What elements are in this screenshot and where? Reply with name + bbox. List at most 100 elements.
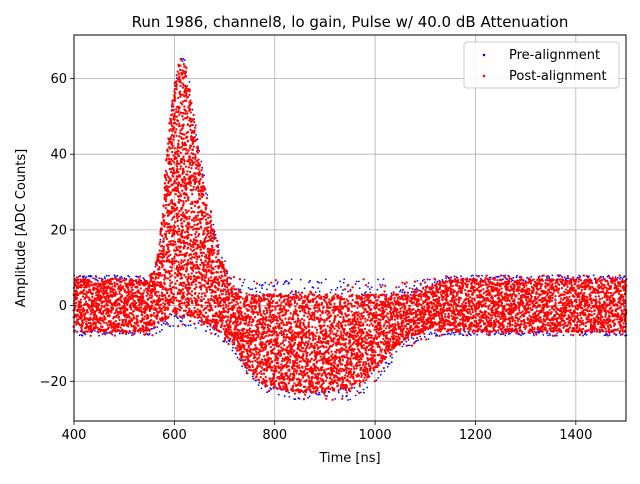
data-point-pre-alignment — [549, 334, 551, 336]
data-point-post-alignment — [239, 278, 241, 280]
data-point-post-alignment — [142, 331, 144, 333]
data-point-post-alignment — [197, 218, 199, 220]
data-point-post-alignment — [271, 341, 273, 343]
data-point-post-alignment — [79, 275, 81, 277]
data-point-post-alignment — [189, 89, 191, 91]
data-point-pre-alignment — [383, 278, 385, 280]
data-point-pre-alignment — [330, 292, 332, 294]
data-point-post-alignment — [159, 231, 161, 233]
data-point-post-alignment — [165, 198, 167, 200]
data-point-post-alignment — [142, 327, 144, 329]
data-point-pre-alignment — [241, 365, 243, 367]
data-point-post-alignment — [189, 287, 191, 289]
data-point-post-alignment — [80, 305, 82, 307]
data-point-post-alignment — [288, 365, 290, 367]
data-point-post-alignment — [155, 276, 157, 278]
data-point-post-alignment — [76, 276, 78, 278]
data-point-post-alignment — [253, 353, 255, 355]
data-point-pre-alignment — [542, 334, 544, 336]
data-point-post-alignment — [209, 289, 211, 291]
data-point-post-alignment — [126, 304, 128, 306]
data-point-pre-alignment — [364, 382, 366, 384]
data-point-post-alignment — [229, 321, 231, 323]
data-point-pre-alignment — [318, 392, 320, 394]
data-point-post-alignment — [185, 100, 187, 102]
data-point-post-alignment — [185, 87, 187, 89]
data-point-post-alignment — [190, 234, 192, 236]
data-point-post-alignment — [240, 321, 242, 323]
data-point-pre-alignment — [396, 351, 398, 353]
data-point-pre-alignment — [444, 334, 446, 336]
data-point-post-alignment — [183, 138, 185, 140]
data-point-post-alignment — [254, 344, 256, 346]
data-point-post-alignment — [280, 388, 282, 390]
data-point-post-alignment — [192, 228, 194, 230]
data-point-pre-alignment — [335, 289, 337, 291]
data-point-post-alignment — [282, 342, 284, 344]
data-point-post-alignment — [186, 306, 188, 308]
data-point-post-alignment — [153, 271, 155, 273]
data-point-pre-alignment — [552, 275, 554, 277]
data-point-post-alignment — [169, 192, 171, 194]
data-point-pre-alignment — [454, 334, 456, 336]
data-point-post-alignment — [266, 310, 268, 312]
data-point-post-alignment — [193, 145, 195, 147]
data-point-pre-alignment — [129, 276, 131, 278]
data-point-post-alignment — [183, 292, 185, 294]
data-point-post-alignment — [225, 315, 227, 317]
data-point-post-alignment — [142, 296, 144, 298]
data-point-post-alignment — [265, 335, 267, 337]
data-point-post-alignment — [185, 284, 187, 286]
data-point-post-alignment — [100, 319, 102, 321]
data-point-post-alignment — [235, 301, 237, 303]
data-point-pre-alignment — [356, 281, 358, 283]
data-point-post-alignment — [171, 274, 173, 276]
data-point-post-alignment — [121, 329, 123, 331]
data-point-post-alignment — [128, 316, 130, 318]
data-point-post-alignment — [139, 275, 141, 277]
data-point-post-alignment — [287, 309, 289, 311]
data-point-post-alignment — [196, 258, 198, 260]
data-point-post-alignment — [107, 308, 109, 310]
data-point-post-alignment — [226, 278, 228, 280]
data-point-pre-alignment — [413, 285, 415, 287]
data-point-pre-alignment — [294, 398, 296, 400]
data-point-post-alignment — [275, 331, 277, 333]
data-point-post-alignment — [222, 293, 224, 295]
data-point-post-alignment — [251, 361, 253, 363]
data-point-post-alignment — [177, 144, 179, 146]
data-point-post-alignment — [223, 307, 225, 309]
data-point-pre-alignment — [512, 277, 514, 279]
data-point-post-alignment — [174, 241, 176, 243]
data-point-pre-alignment — [494, 333, 496, 335]
data-point-post-alignment — [266, 380, 268, 382]
data-point-post-alignment — [193, 323, 195, 325]
data-point-post-alignment — [253, 373, 255, 375]
data-point-post-alignment — [218, 294, 220, 296]
data-point-post-alignment — [204, 215, 206, 217]
data-point-post-alignment — [187, 273, 189, 275]
data-point-post-alignment — [121, 312, 123, 314]
data-point-post-alignment — [216, 240, 218, 242]
data-point-post-alignment — [173, 256, 175, 258]
data-point-post-alignment — [262, 349, 264, 351]
data-point-post-alignment — [179, 292, 181, 294]
data-point-pre-alignment — [379, 284, 381, 286]
data-point-post-alignment — [283, 353, 285, 355]
data-point-post-alignment — [190, 182, 192, 184]
data-point-post-alignment — [196, 239, 198, 241]
data-point-post-alignment — [182, 268, 184, 270]
data-point-pre-alignment — [504, 335, 506, 337]
data-point-post-alignment — [163, 205, 165, 207]
data-point-post-alignment — [180, 273, 182, 275]
data-point-post-alignment — [268, 390, 270, 392]
data-point-post-alignment — [178, 75, 180, 77]
data-point-pre-alignment — [451, 332, 453, 334]
data-point-post-alignment — [289, 359, 291, 361]
data-point-pre-alignment — [127, 275, 129, 277]
data-point-pre-alignment — [471, 275, 473, 277]
data-point-pre-alignment — [481, 275, 483, 277]
data-point-post-alignment — [248, 309, 250, 311]
data-point-post-alignment — [263, 294, 265, 296]
data-point-pre-alignment — [292, 294, 294, 296]
